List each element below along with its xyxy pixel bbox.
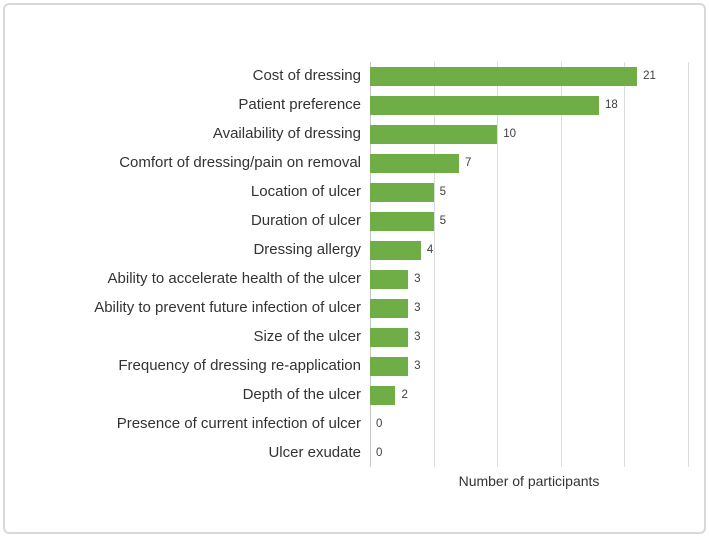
- gridline: [688, 62, 689, 467]
- bar: [370, 183, 434, 202]
- bar-row: Cost of dressing 21: [0, 62, 709, 91]
- bar: [370, 386, 396, 405]
- bar-track: 3: [370, 357, 688, 376]
- bar-row: Depth of the ulcer 2: [0, 381, 709, 410]
- value-label: 18: [604, 98, 618, 111]
- category-label: Comfort of dressing/pain on removal: [119, 154, 361, 172]
- bar-row: Ability to prevent future infection of u…: [0, 294, 709, 323]
- category-label: Dressing allergy: [253, 241, 361, 259]
- bar-rows: Cost of dressing 21 Patient preference 18 Av…: [0, 62, 709, 468]
- bar: [370, 67, 638, 86]
- bar-track: 3: [370, 328, 688, 347]
- category-label: Presence of current infection of ulcer: [116, 415, 361, 433]
- bar-track: 0: [370, 444, 688, 463]
- category-label: Availability of dressing: [212, 125, 361, 143]
- value-label: 7: [465, 156, 472, 169]
- value-label: 3: [414, 301, 421, 314]
- value-label: 3: [414, 272, 421, 285]
- bar-track: 5: [370, 183, 688, 202]
- value-label: 4: [426, 243, 434, 256]
- bar-track: 3: [370, 299, 688, 318]
- bar-row: Ability to accelerate health of the ulce…: [0, 265, 709, 294]
- bar: [370, 328, 409, 347]
- bar-track: 21: [370, 67, 688, 86]
- value-label: 0: [376, 417, 383, 430]
- category-label: Ulcer exudate: [268, 444, 361, 462]
- category-label: Cost of dressing: [252, 67, 361, 85]
- bar-track: 3: [370, 270, 688, 289]
- bar-row: Patient preference 18: [0, 91, 709, 120]
- category-label: Ability to accelerate health of the ulce…: [107, 270, 361, 288]
- bar: [370, 154, 460, 173]
- bar-row: Comfort of dressing/pain on removal 7: [0, 149, 709, 178]
- category-label: Frequency of dressing re-application: [118, 357, 361, 375]
- bar-row: Presence of current infection of ulcer 0: [0, 410, 709, 439]
- bar: [370, 212, 434, 231]
- gridline: [624, 62, 626, 467]
- gridline: [497, 62, 499, 467]
- bar: [370, 357, 409, 376]
- gridline: [560, 62, 562, 467]
- bar: [370, 270, 409, 289]
- y-axis-line: [370, 62, 371, 467]
- bar-track: 18: [370, 96, 688, 115]
- bar-row: Frequency of dressing re-application 3: [0, 352, 709, 381]
- category-label: Location of ulcer: [250, 183, 361, 201]
- category-label: Ability to prevent future infection of u…: [94, 299, 361, 317]
- bar: [370, 299, 409, 318]
- category-label: Depth of the ulcer: [242, 386, 361, 404]
- bar-row: Duration of ulcer 5: [0, 207, 709, 236]
- bar-track: 7: [370, 154, 688, 173]
- bar: [370, 241, 421, 260]
- bar-row: Ulcer exudate 0: [0, 439, 709, 468]
- bar-track: 4: [370, 241, 688, 260]
- value-label: 0: [376, 446, 383, 459]
- bar-row: Location of ulcer 5: [0, 178, 709, 207]
- bar-track: 2: [370, 386, 688, 405]
- value-label: 3: [414, 359, 421, 372]
- bar-track: 0: [370, 415, 688, 434]
- bar-row: Dressing allergy 4: [0, 236, 709, 265]
- bar: [370, 96, 599, 115]
- x-axis-title: Number of participants: [458, 473, 600, 489]
- gridlines: [370, 62, 689, 467]
- bar-track: 5: [370, 212, 688, 231]
- value-label: 3: [414, 330, 421, 343]
- gridline: [433, 62, 435, 467]
- value-label: 5: [439, 185, 446, 198]
- bar-track: 10: [370, 125, 688, 144]
- category-label: Patient preference: [238, 96, 361, 114]
- value-label: 2: [401, 388, 408, 401]
- bar-row: Size of the ulcer 3: [0, 323, 709, 352]
- bar-row: Availability of dressing 10: [0, 120, 709, 149]
- value-label: 5: [439, 214, 446, 227]
- value-label: 10: [503, 127, 516, 140]
- value-label: 21: [643, 69, 656, 82]
- category-label: Size of the ulcer: [253, 328, 361, 346]
- category-label: Duration of ulcer: [250, 212, 361, 230]
- bar: [370, 125, 498, 144]
